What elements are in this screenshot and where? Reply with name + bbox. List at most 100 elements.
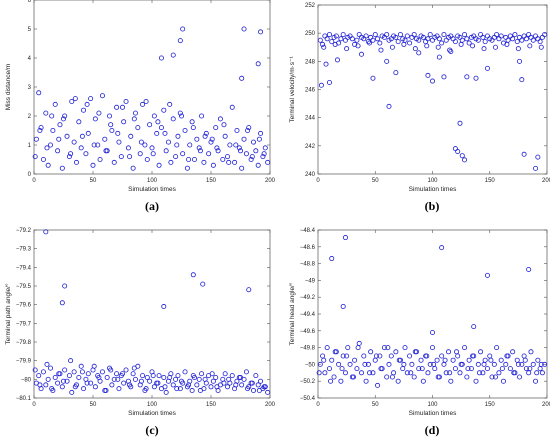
data-point [108, 367, 114, 373]
data-point [425, 36, 431, 42]
data-point [317, 37, 323, 43]
data-point [452, 146, 458, 152]
y-tick-label: −79.4 [16, 265, 32, 271]
data-point [120, 371, 126, 377]
data-point [199, 371, 205, 377]
x-axis-label: Simulation times [409, 410, 457, 417]
data-point [186, 382, 192, 388]
panel-label: (a) [145, 199, 159, 213]
y-tick-label: 240 [305, 172, 316, 178]
data-point [245, 127, 251, 133]
data-point [102, 136, 108, 142]
data-point [190, 272, 196, 278]
data-point [182, 369, 188, 375]
data-point [88, 380, 94, 386]
axes-frame [33, 0, 271, 175]
data-point [64, 133, 70, 139]
data-point [237, 148, 243, 154]
data-point [316, 370, 322, 376]
data-point [439, 40, 445, 46]
data-point [62, 367, 68, 373]
data-point [436, 54, 442, 60]
data-point [491, 34, 497, 40]
data-point [419, 366, 425, 372]
data-point [208, 384, 214, 390]
data-point [131, 116, 137, 122]
data-point [361, 353, 367, 359]
data-point [131, 365, 137, 371]
data-point [370, 37, 376, 43]
y-tick-label: 252 [305, 3, 316, 9]
data-point [336, 361, 342, 367]
data-point [239, 75, 245, 81]
data-point [190, 125, 196, 131]
y-tick-label: 5 [28, 27, 32, 33]
data-point [220, 156, 226, 162]
data-point [500, 378, 506, 384]
data-point [248, 156, 254, 162]
data-point [71, 369, 77, 375]
data-point [534, 370, 540, 376]
data-point [72, 96, 78, 102]
data-point [69, 389, 75, 395]
data-point [446, 349, 452, 355]
data-point [462, 32, 468, 38]
y-tick-label: 4 [28, 56, 32, 62]
data-point [147, 378, 153, 384]
data-point [261, 151, 267, 157]
y-tick-label: −48.4 [300, 228, 316, 234]
data-point [49, 386, 55, 392]
data-point [210, 162, 216, 168]
data-point [458, 41, 464, 47]
data-point [61, 116, 67, 122]
scatter-panel-2: 0 50 100 150 200 240 242 244 246 248 250 252 Simulat… [289, 3, 550, 213]
data-point [173, 376, 179, 382]
data-point [45, 376, 51, 382]
data-point [498, 33, 504, 39]
data-point [439, 245, 445, 251]
data-point [384, 32, 390, 38]
x-tick-label: 100 [427, 402, 438, 408]
data-point [441, 361, 447, 367]
data-point [457, 370, 463, 376]
data-point [464, 374, 470, 380]
data-point [265, 389, 271, 395]
data-point [424, 353, 430, 359]
data-point [530, 37, 536, 43]
data-point [84, 101, 90, 107]
data-point [258, 378, 264, 384]
data-point [507, 366, 513, 372]
data-point [457, 120, 463, 126]
data-point [504, 353, 510, 359]
data-point [162, 384, 168, 390]
data-point [260, 154, 266, 160]
data-point [151, 384, 157, 390]
data-point [250, 388, 256, 394]
data-point [225, 154, 231, 160]
data-point [393, 349, 399, 355]
data-point [462, 157, 468, 163]
data-point [177, 386, 183, 392]
data-point [427, 32, 433, 38]
data-point [527, 43, 533, 49]
data-point [71, 139, 77, 145]
data-point [338, 36, 344, 42]
data-point [530, 361, 536, 367]
data-point [342, 370, 348, 376]
data-point [411, 32, 417, 38]
data-point [370, 370, 376, 376]
data-point [213, 374, 219, 380]
data-point [43, 229, 49, 235]
data-point [470, 353, 476, 359]
data-point [214, 145, 220, 151]
data-point [488, 357, 494, 363]
scatter-panel-4: 0 50 100 150 200 −50.4 −50.2 −50 −49.8 −49.6 −49.4… [288, 228, 550, 437]
data-point [227, 142, 233, 148]
data-point [517, 58, 523, 64]
data-point [535, 357, 541, 363]
data-point [177, 38, 183, 44]
data-point [435, 44, 441, 50]
data-point [377, 40, 383, 46]
data-point [372, 357, 378, 363]
data-point [197, 148, 203, 154]
